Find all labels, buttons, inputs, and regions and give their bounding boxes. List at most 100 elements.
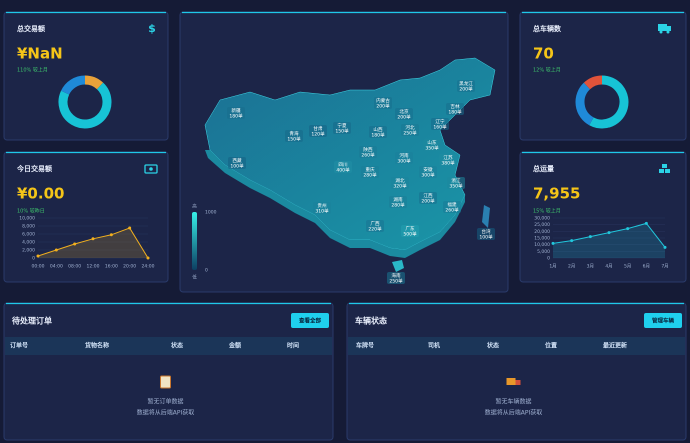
card-title: 总车辆数 (533, 24, 562, 33)
line-point (644, 221, 648, 225)
x-tick-label: 5月 (624, 264, 631, 270)
table-header-bg (5, 337, 332, 355)
region-marker (395, 108, 413, 120)
line-point (607, 231, 611, 235)
y-tick-label: 25,000 (534, 222, 550, 228)
line-point (663, 245, 667, 249)
card-change: 15% 较上月 (533, 208, 561, 215)
panel-button-bg[interactable] (291, 313, 329, 328)
region-value: 150单 (335, 127, 349, 134)
region-name: 海南 (391, 272, 401, 279)
y-tick-label: 0 (547, 256, 550, 262)
card-icon: $ (148, 22, 156, 35)
map-regions: 新疆180单西藏100单青海150单甘肃120单宁夏150单内蒙古200单黑龙江… (205, 80, 495, 284)
region-name: 内蒙古 (376, 97, 390, 104)
region-name: 贵州 (317, 202, 327, 209)
region-marker (431, 118, 449, 130)
line-point (36, 254, 40, 258)
panel-button[interactable]: 管理车辆 (652, 317, 675, 325)
region-name: 湖南 (393, 196, 403, 203)
empty-text: 暂无车辆数据 (495, 398, 531, 406)
region-marker (374, 97, 392, 109)
y-tick-label: 0 (32, 256, 35, 262)
x-tick-label: 4月 (605, 264, 612, 270)
region-marker (423, 139, 441, 151)
table-header-bg (348, 337, 685, 355)
y-tick-label: 15,000 (534, 236, 550, 242)
line-point (588, 235, 592, 239)
x-tick-label: 2月 (568, 264, 575, 270)
region-value: 200单 (421, 197, 435, 204)
table-header: 状态 (487, 342, 499, 350)
region-marker (227, 107, 245, 119)
table-header: 时间 (287, 342, 299, 350)
region-name: 广东 (405, 225, 415, 232)
y-tick-label: 4,000 (22, 240, 35, 246)
region-value: 160单 (433, 123, 447, 130)
region-value: 180单 (229, 112, 243, 119)
x-tick-label: 04:00 (50, 264, 63, 270)
y-tick-label: 6,000 (22, 232, 35, 238)
region-marker (285, 130, 303, 142)
region-name: 陕西 (363, 146, 373, 153)
card-change: 110% 较上月 (17, 67, 48, 74)
empty-icon (515, 380, 521, 385)
region-value: 300单 (421, 171, 435, 178)
region-marker (446, 103, 464, 115)
table-header: 状态 (171, 342, 183, 350)
region-name: 吉林 (450, 103, 460, 110)
region-value: 280单 (363, 171, 377, 178)
region-marker (366, 220, 384, 232)
panel-button-bg[interactable] (644, 313, 682, 328)
region-name: 甘肃 (313, 125, 323, 132)
table-header: 货物名称 (84, 342, 109, 350)
line-point (551, 241, 555, 245)
card-value: 7,955 (533, 185, 580, 203)
empty-note: 数据将从后端API获取 (137, 409, 195, 417)
region-marker (477, 228, 495, 240)
line-point (128, 226, 132, 230)
region-name: 新疆 (231, 107, 241, 114)
region-marker (313, 202, 331, 214)
region-value: 350单 (449, 182, 463, 189)
truck-icon (658, 24, 671, 34)
region-value: 280单 (391, 201, 405, 208)
region-marker (419, 192, 437, 204)
region-name: 台湾 (481, 228, 491, 235)
x-tick-label: 12:00 (87, 264, 100, 270)
card-value: ¥NaN (17, 45, 63, 63)
table-header: 位置 (545, 342, 557, 350)
line-point (146, 256, 150, 260)
region-name: 黑龙江 (459, 80, 473, 87)
region-value: 220单 (368, 225, 382, 232)
x-tick-label: 7月 (661, 264, 668, 270)
legend-min: 0 (205, 268, 208, 274)
region-value: 120单 (311, 130, 325, 137)
y-tick-label: 20,000 (534, 229, 550, 235)
panel-title: 车辆状态 (355, 316, 387, 326)
table-header: 司机 (428, 342, 440, 350)
card-value: ¥0.00 (17, 185, 64, 203)
y-tick-label: 5,000 (537, 249, 550, 255)
y-tick-label: 30,000 (534, 216, 550, 222)
region-name: 四川 (338, 162, 348, 168)
line-point (626, 227, 630, 231)
region-value: 260单 (361, 151, 375, 158)
empty-note: 数据将从后端API获取 (485, 409, 543, 417)
region-name: 辽宁 (435, 118, 445, 125)
region-name: 福建 (447, 201, 457, 208)
region-marker (359, 146, 377, 158)
panel-button[interactable]: 查看全部 (299, 317, 322, 325)
region-name: 山西 (373, 126, 383, 133)
region-name: 青海 (289, 130, 299, 137)
region-name: 江西 (423, 192, 433, 199)
table-header: 金额 (228, 342, 241, 350)
money-icon (144, 164, 158, 174)
x-tick-label: 6月 (643, 264, 650, 270)
region-marker (457, 80, 475, 92)
region-value: 250单 (389, 277, 403, 284)
line-point (570, 239, 574, 243)
card-change: 10% 较昨日 (17, 208, 45, 215)
line-area (38, 228, 148, 258)
